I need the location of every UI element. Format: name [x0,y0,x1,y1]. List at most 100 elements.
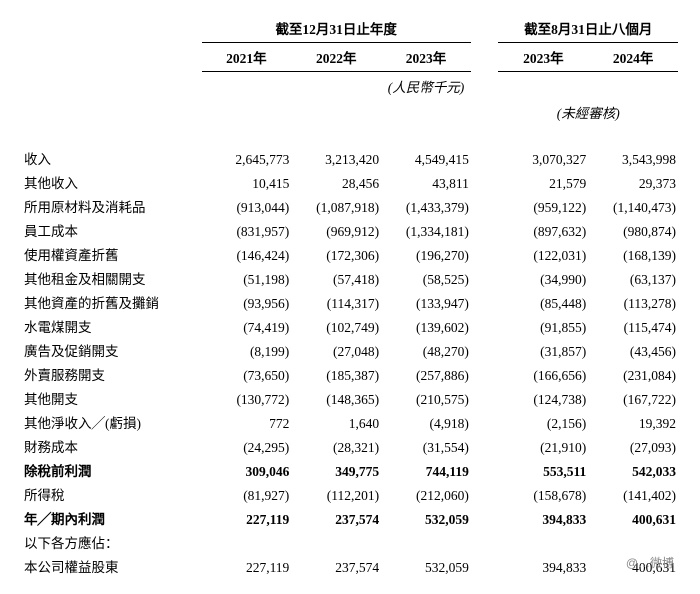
row-label: 其他租金及相關開支 [22,266,202,290]
cell: (28,321) [291,434,381,458]
cell: (102,749) [291,314,381,338]
cell: 21,579 [498,170,588,194]
cell: (172,306) [291,242,381,266]
financial-table: 截至12月31日止年度 截至8月31日止八個月 2021年 2022年 2023… [22,16,678,578]
table-row: 以下各方應佔： [22,530,678,554]
cell [588,530,678,554]
cell: (27,093) [588,434,678,458]
cell: (196,270) [381,242,471,266]
table-row: 其他開支(130,772)(148,365)(210,575) (124,738)… [22,386,678,410]
row-label: 其他收入 [22,170,202,194]
cell: 394,833 [498,506,588,530]
cell: (969,912) [291,218,381,242]
row-label: 收入 [22,146,202,170]
cell: (43,456) [588,338,678,362]
cell: (91,855) [498,314,588,338]
cell: (73,650) [202,362,292,386]
cell: (166,656) [498,362,588,386]
cell: (27,048) [291,338,381,362]
cell: 772 [202,410,292,434]
cell: 43,811 [381,170,471,194]
cell: (51,198) [202,266,292,290]
cell: (31,857) [498,338,588,362]
unaudited-label: (未經審核) [498,98,678,128]
cell: 542,033 [588,458,678,482]
cell: 394,833 [498,554,588,578]
cell: (185,387) [291,362,381,386]
cell [202,530,292,554]
cell: 744,119 [381,458,471,482]
cell [291,530,381,554]
row-label: 以下各方應佔： [22,530,202,554]
cell: (34,990) [498,266,588,290]
table-row: 所用原材料及消耗品(913,044)(1,087,918)(1,433,379)… [22,194,678,218]
cell: (168,139) [588,242,678,266]
cell: (112,201) [291,482,381,506]
cell: (31,554) [381,434,471,458]
col-group-a: 截至12月31日止年度 [202,16,471,43]
cell: 3,543,998 [588,146,678,170]
cell: (21,910) [498,434,588,458]
table-row: 廣告及促銷開支(8,199)(27,048)(48,270)(31,857)(4… [22,338,678,362]
cell: (1,433,379) [381,194,471,218]
cell: 532,059 [381,506,471,530]
cell: 349,775 [291,458,381,482]
cell: (63,137) [588,266,678,290]
cell: (2,156) [498,410,588,434]
cell: (48,270) [381,338,471,362]
cell: (167,722) [588,386,678,410]
col-2022: 2022年 [291,43,381,72]
cell: 19,392 [588,410,678,434]
cell: (114,317) [291,290,381,314]
row-label: 本公司權益股東 [22,554,202,578]
cell: (57,418) [291,266,381,290]
cell: 400,631 [588,506,678,530]
table-row: 其他淨收入╱(虧損)7721,640(4,918) (2,156)19,392 [22,410,678,434]
cell: 10,415 [202,170,292,194]
cell: 227,119 [202,506,292,530]
cell: 237,574 [291,506,381,530]
cell: 28,456 [291,170,381,194]
table-row: 所得稅(81,927)(112,201)(212,060)(158,678)(1… [22,482,678,506]
row-label: 所用原材料及消耗品 [22,194,202,218]
cell: 553,511 [498,458,588,482]
cell: (81,927) [202,482,292,506]
cell: (1,087,918) [291,194,381,218]
table-row: 水電煤開支(74,419)(102,749)(139,602)(91,855)(… [22,314,678,338]
cell: (212,060) [381,482,471,506]
watermark: @…微博 [626,554,674,571]
cell: (257,886) [381,362,471,386]
cell: (148,365) [291,386,381,410]
cell [498,530,588,554]
cell: 3,070,327 [498,146,588,170]
cell: (24,295) [202,434,292,458]
cell: (158,678) [498,482,588,506]
table-row: 其他租金及相關開支(51,198)(57,418)(58,525)(34,990… [22,266,678,290]
cell: 227,119 [202,554,292,578]
row-label: 除稅前利潤 [22,458,202,482]
row-label: 年╱期內利潤 [22,506,202,530]
cell: 3,213,420 [291,146,381,170]
table-row: 除稅前利潤309,046349,775744,119553,511542,033 [22,458,678,482]
cell: (130,772) [202,386,292,410]
col-group-b: 截至8月31日止八個月 [498,16,678,43]
cell: (1,334,181) [381,218,471,242]
cell: (210,575) [381,386,471,410]
row-label: 其他開支 [22,386,202,410]
cell: 4,549,415 [381,146,471,170]
cell: 1,640 [291,410,381,434]
cell: 237,574 [291,554,381,578]
cell: (146,424) [202,242,292,266]
row-label: 其他淨收入╱(虧損) [22,410,202,434]
row-label: 外賣服務開支 [22,362,202,386]
row-label: 財務成本 [22,434,202,458]
col-2023b: 2023年 [498,43,588,72]
cell: (4,918) [381,410,471,434]
cell: (124,738) [498,386,588,410]
cell: (141,402) [588,482,678,506]
row-label: 使用權資產折舊 [22,242,202,266]
col-2021: 2021年 [202,43,292,72]
cell: (115,474) [588,314,678,338]
cell: 2,645,773 [202,146,292,170]
table-row: 年╱期內利潤227,119237,574532,059 394,833400,63… [22,506,678,530]
